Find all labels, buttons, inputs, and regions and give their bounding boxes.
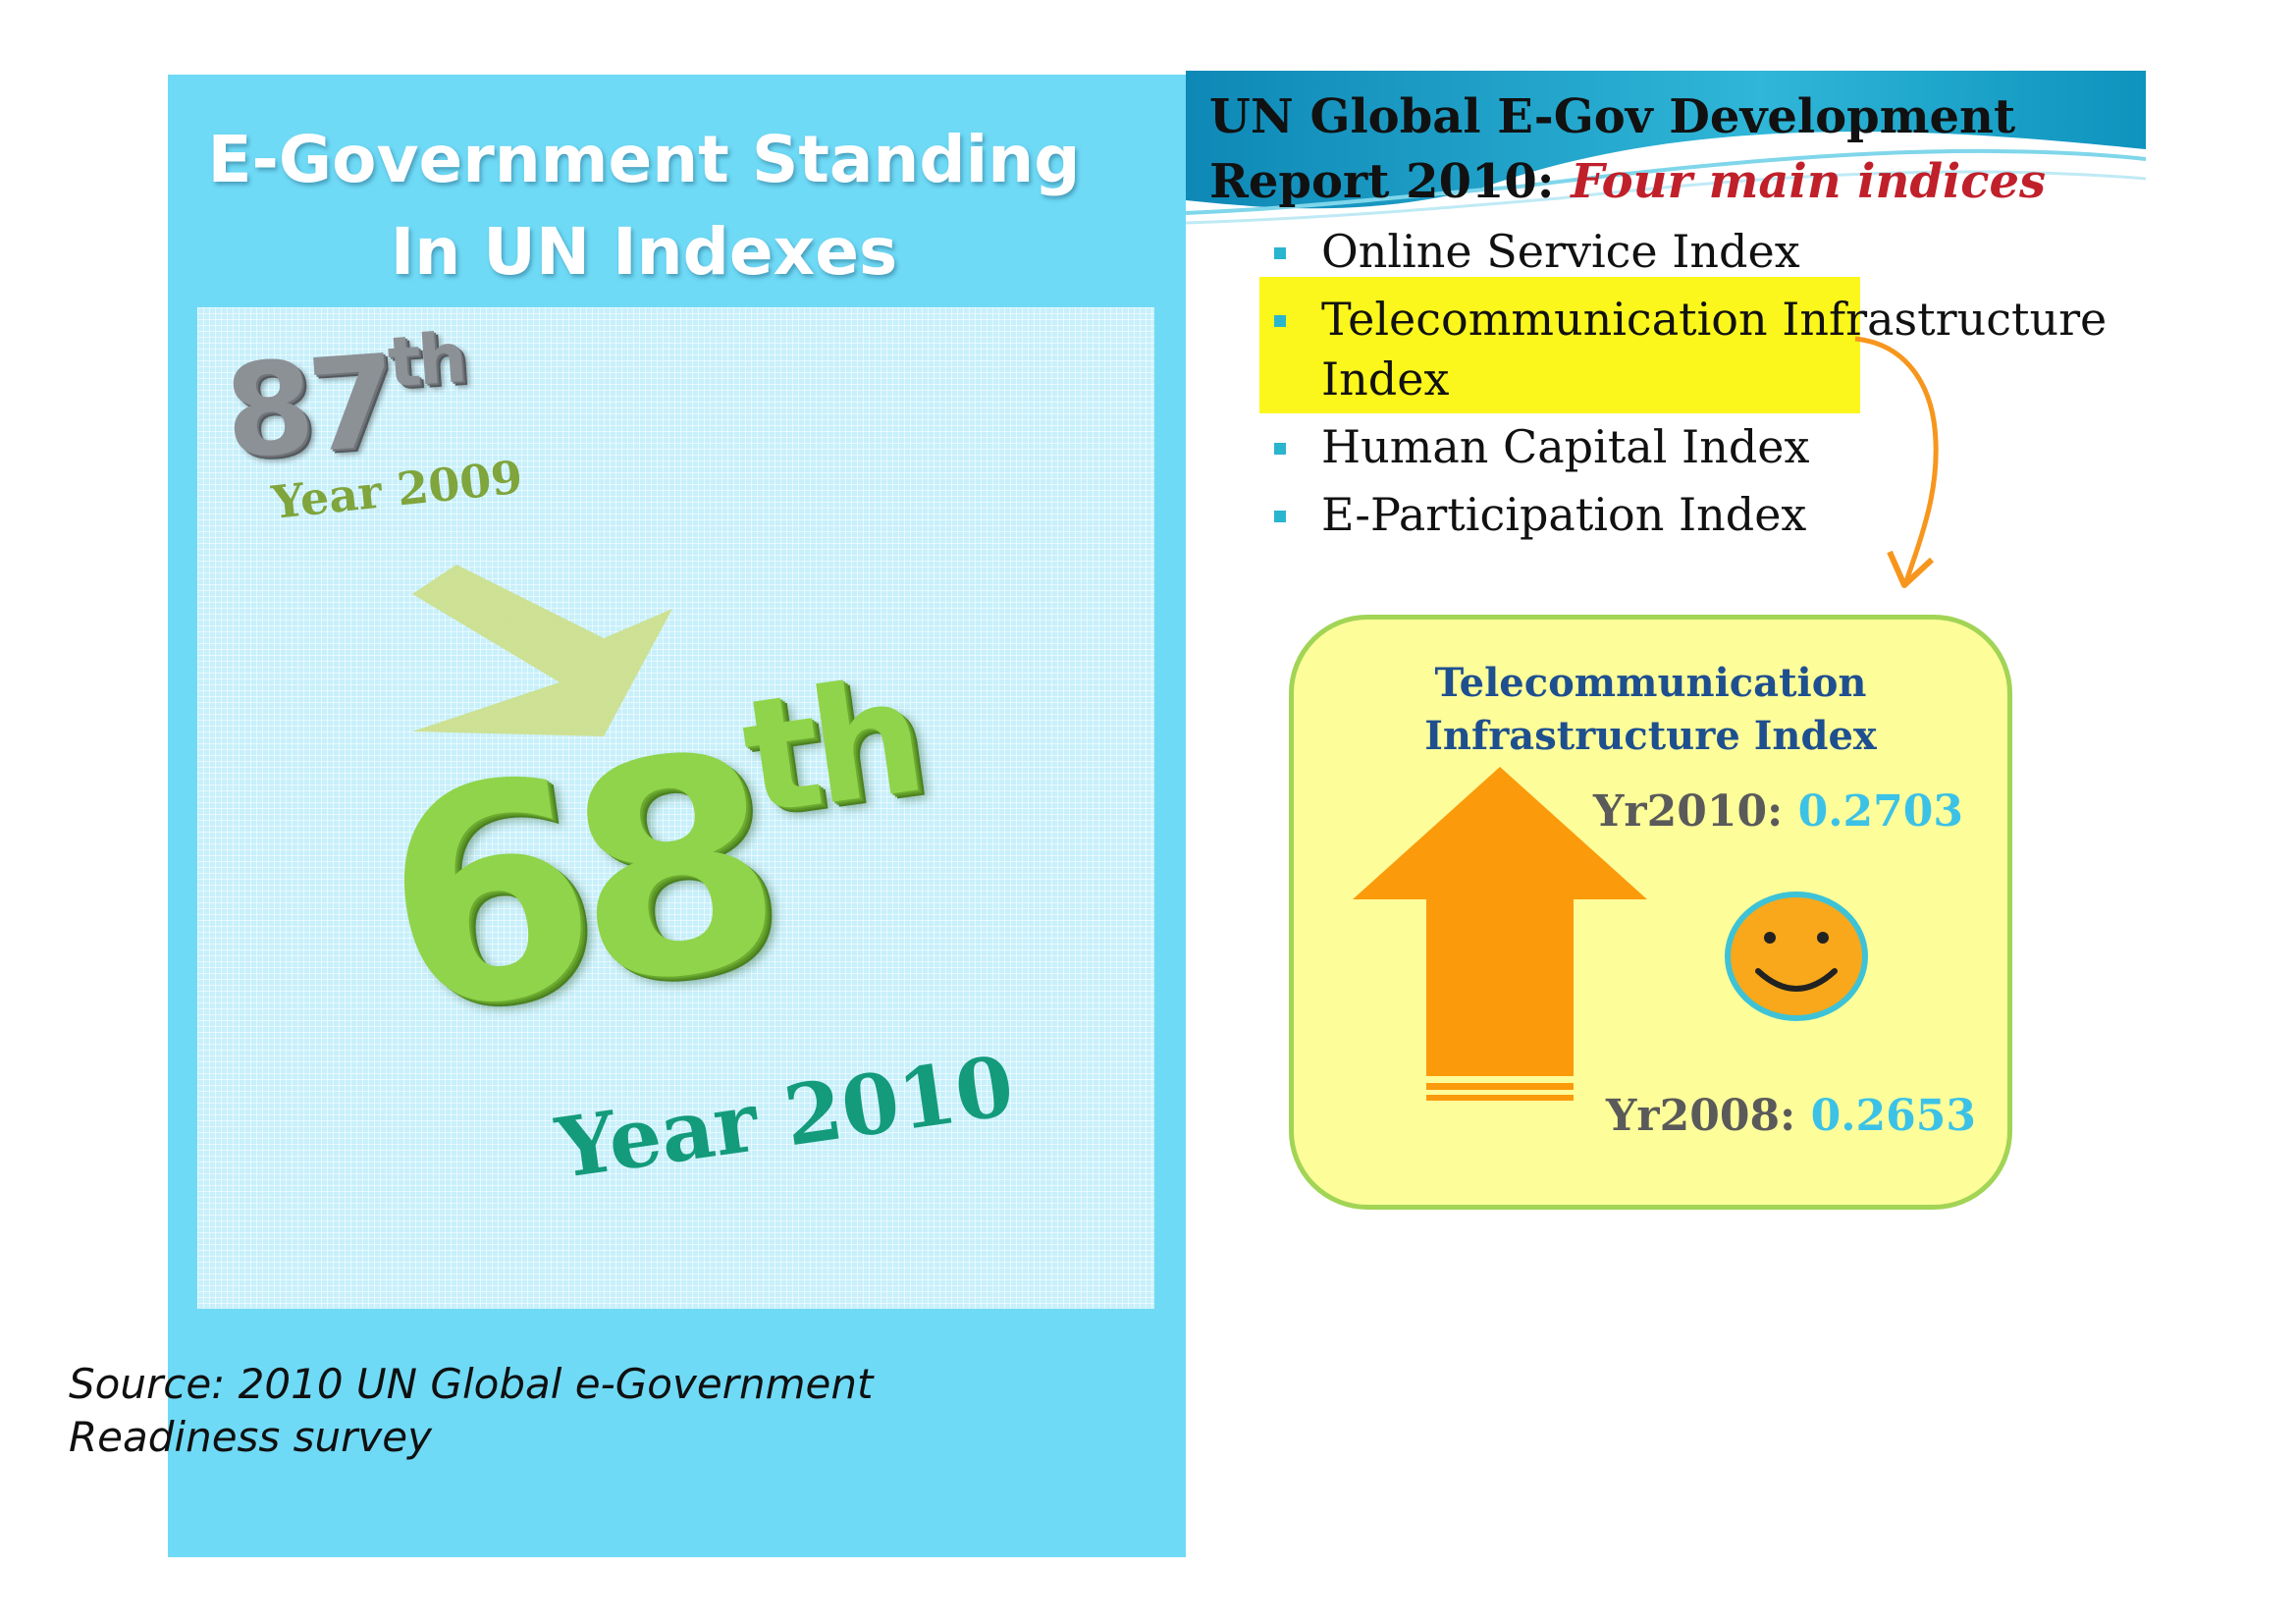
rank-2010-suffix: th xyxy=(732,644,928,850)
source-citation: Source: 2010 UN Global e-Government Read… xyxy=(69,1358,952,1464)
report-title: UN Global E-Gov Development Report 2010:… xyxy=(1209,84,2142,214)
up-arrow-icon xyxy=(1353,767,1647,1101)
report-title-line2: Report 2010: Four main indices xyxy=(1209,149,2142,214)
left-title-line1: E-Government Standing xyxy=(207,122,1081,197)
report-title-prefix: Report 2010: xyxy=(1209,154,1572,209)
source-line1: Source: 2010 UN Global e-Government xyxy=(69,1360,874,1408)
report-title-highlight: Four main indices xyxy=(1571,154,2047,209)
report-title-line1: UN Global E-Gov Development xyxy=(1209,89,2016,144)
card-title: Telecommunication Infrastructure Index xyxy=(1294,657,2007,763)
header-wave-decoration xyxy=(1186,71,2146,225)
rank-2009-number: 87 xyxy=(220,326,397,487)
metric-2008-value: 0.2653 xyxy=(1810,1091,1977,1141)
metric-2010-value: 0.2703 xyxy=(1797,786,1964,837)
list-item: Telecommunication Infrastructure Index xyxy=(1266,290,2150,409)
list-item: Online Service Index xyxy=(1266,222,2150,282)
card-title-line1: Telecommunication xyxy=(1434,660,1867,706)
left-panel: E-Government Standing In UN Indexes xyxy=(168,75,1186,1557)
rank-2009-suffix: th xyxy=(385,317,467,404)
smiley-icon xyxy=(1725,892,1868,1021)
rank-2010: 68th xyxy=(362,644,953,1080)
curved-arrow-icon xyxy=(1854,336,1939,588)
metric-2010-label: Yr2010: xyxy=(1593,786,1798,837)
metric-2010: Yr2010: 0.2703 xyxy=(1593,786,1963,837)
down-right-arrow-icon xyxy=(412,565,672,736)
ranking-graphic xyxy=(197,307,1154,1309)
list-item: E-Participation Index xyxy=(1266,485,2150,545)
list-item: Human Capital Index xyxy=(1266,417,2150,477)
indices-list: Online Service Index Telecommunication I… xyxy=(1266,222,2150,553)
rank-2010-number: 68 xyxy=(364,688,783,1080)
telecom-highlight xyxy=(1259,277,1860,413)
metric-2008: Yr2008: 0.2653 xyxy=(1606,1091,1976,1141)
metric-2008-label: Yr2008: xyxy=(1606,1091,1811,1141)
telecom-index-card: Telecommunication Infrastructure Index Y… xyxy=(1289,615,2012,1210)
card-title-line2: Infrastructure Index xyxy=(1424,713,1877,759)
left-title-line2: In UN Indexes xyxy=(390,214,898,290)
left-panel-title: E-Government Standing In UN Indexes xyxy=(168,114,1120,298)
source-line2: Readiness survey xyxy=(69,1413,432,1461)
